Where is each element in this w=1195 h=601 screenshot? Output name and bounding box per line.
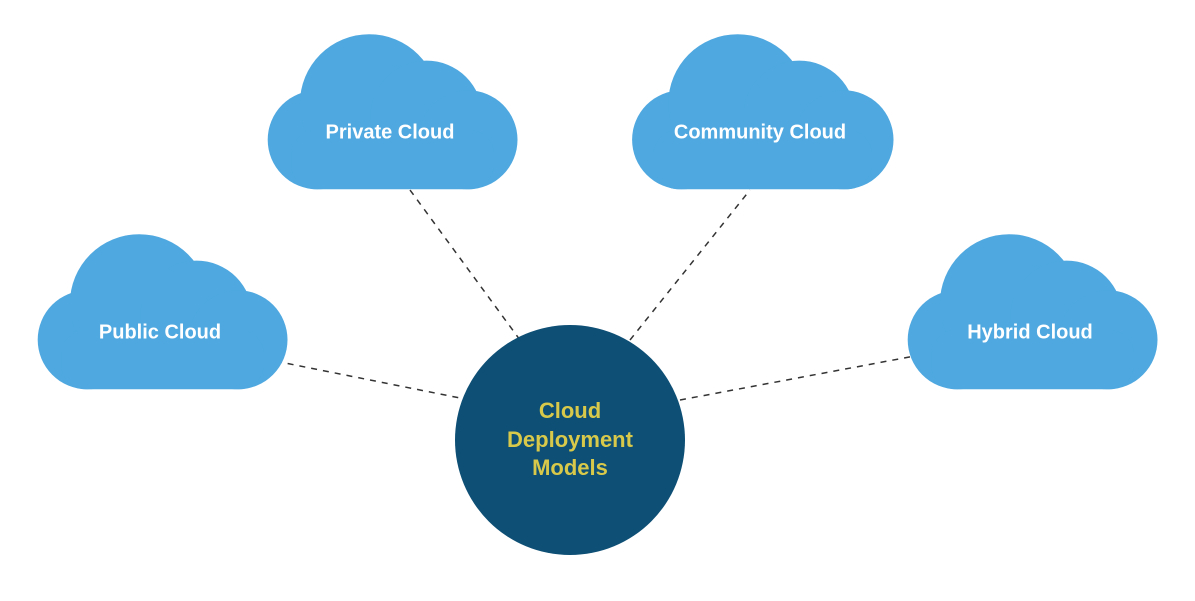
cloud-hybrid [908,234,1158,389]
connector-hybrid [680,355,920,400]
cloud-label-community: Community Cloud [674,122,846,145]
connector-private [410,190,520,340]
connector-community [630,190,750,340]
center-node: Cloud Deployment Models [455,325,685,555]
cloud-label-hybrid: Hybrid Cloud [967,322,1093,345]
cloud-label-private: Private Cloud [326,122,455,145]
cloud-private [268,34,518,189]
center-label: Cloud Deployment Models [507,397,633,483]
cloud-label-public: Public Cloud [99,322,221,345]
cloud-public [38,234,288,389]
connector-public [270,360,470,400]
cloud-community [632,34,893,189]
